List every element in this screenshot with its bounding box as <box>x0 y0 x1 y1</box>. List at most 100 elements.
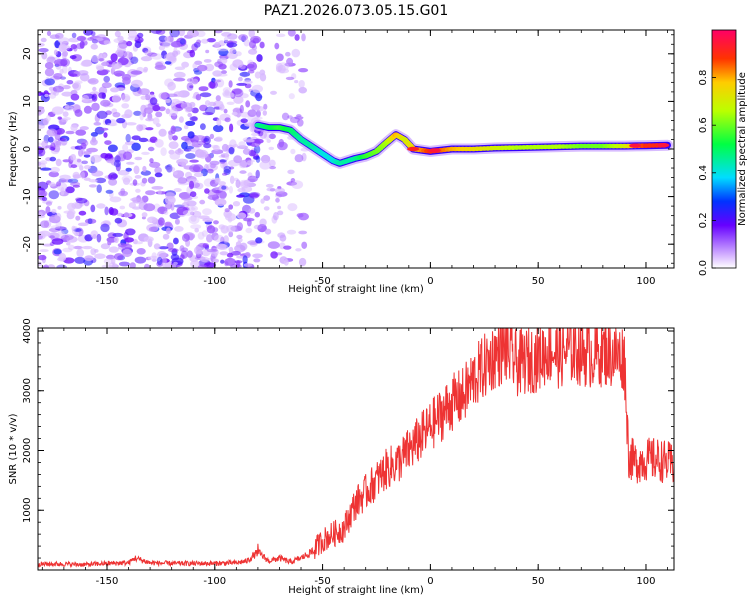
noise-blob <box>48 190 60 200</box>
noise-blob <box>162 233 170 240</box>
noise-blob <box>267 241 280 249</box>
noise-blob <box>197 64 208 72</box>
noise-blob <box>40 190 48 197</box>
noise-blob <box>218 244 228 250</box>
noise-blob <box>259 73 267 82</box>
noise-blob <box>177 177 188 184</box>
noise-blob <box>133 110 142 116</box>
noise-blob <box>67 244 75 251</box>
noise-blob <box>185 153 196 159</box>
noise-blob <box>151 53 163 60</box>
x-tick-label: -100 <box>203 576 226 587</box>
noise-blob <box>165 93 178 98</box>
spectrogram-ridge-layer <box>252 119 673 169</box>
noise-blob <box>251 132 259 137</box>
noise-blob <box>167 248 179 253</box>
noise-blob <box>115 49 124 58</box>
noise-blob <box>236 212 247 220</box>
noise-blob <box>193 70 203 75</box>
noise-blob <box>90 31 96 37</box>
noise-blob <box>75 129 87 136</box>
noise-blob <box>229 175 235 184</box>
y-tick-label: 0 <box>22 146 33 152</box>
noise-blob <box>196 39 202 45</box>
noise-blob <box>115 87 126 92</box>
noise-blob <box>168 131 173 141</box>
noise-blob <box>157 189 162 195</box>
noise-blob <box>44 93 49 98</box>
noise-blob <box>214 42 221 48</box>
noise-blob <box>286 57 294 66</box>
noise-blob <box>216 48 229 52</box>
noise-blob <box>129 262 136 268</box>
noise-blob <box>141 212 148 218</box>
noise-blob <box>65 186 75 194</box>
ridge-peak <box>657 143 670 148</box>
noise-blob <box>66 202 76 211</box>
noise-blob <box>172 135 178 141</box>
x-tick-label: -100 <box>203 276 226 287</box>
noise-blob <box>130 70 143 75</box>
noise-blob <box>186 250 193 258</box>
noise-blob <box>190 211 195 216</box>
noise-blob <box>191 205 198 212</box>
noise-blob <box>38 142 43 146</box>
noise-blob <box>134 175 142 179</box>
noise-blob <box>67 178 79 184</box>
noise-blob <box>69 73 78 77</box>
noise-blob <box>253 224 262 230</box>
noise-blob <box>136 124 144 132</box>
noise-blob <box>111 62 117 71</box>
noise-blob <box>233 95 244 104</box>
noise-blob <box>217 181 226 186</box>
noise-blob <box>301 241 308 249</box>
noise-blob <box>134 40 142 49</box>
noise-blob <box>285 51 291 57</box>
noise-blob <box>187 131 195 139</box>
noise-blob <box>101 82 112 89</box>
y-tick-label: 2000 <box>22 438 33 463</box>
noise-blob <box>80 171 85 179</box>
noise-blob <box>90 43 99 50</box>
noise-blob <box>219 159 227 163</box>
noise-blob <box>100 243 110 250</box>
noise-blob <box>174 149 184 155</box>
noise-blob <box>294 34 300 41</box>
noise-blob <box>245 100 251 108</box>
noise-blob <box>276 53 284 62</box>
noise-blob <box>173 261 178 266</box>
noise-blob <box>84 255 94 262</box>
noise-blob <box>243 139 255 143</box>
noise-blob <box>195 94 202 101</box>
noise-blob <box>301 33 306 42</box>
noise-blob <box>290 148 296 155</box>
noise-blob <box>253 138 264 144</box>
noise-blob <box>137 32 144 38</box>
noise-blob <box>194 227 199 233</box>
x-tick-label: -50 <box>314 276 330 287</box>
noise-blob <box>108 246 119 253</box>
noise-blob <box>72 184 80 188</box>
noise-blob <box>236 194 245 198</box>
noise-blob <box>91 39 99 44</box>
noise-blob <box>242 148 251 155</box>
noise-blob <box>209 80 216 89</box>
noise-blob <box>96 34 106 39</box>
noise-blob <box>214 177 220 184</box>
y-tick-label: 20 <box>22 47 33 60</box>
snr-line-layer <box>38 328 674 569</box>
noise-blob <box>173 71 186 78</box>
noise-blob <box>72 174 82 179</box>
noise-blob <box>178 116 184 123</box>
noise-blob <box>73 245 82 250</box>
noise-blob <box>79 126 89 131</box>
noise-blob <box>158 92 168 100</box>
noise-blob <box>275 197 280 203</box>
noise-blob <box>214 30 223 34</box>
noise-blob <box>79 165 84 171</box>
noise-blob <box>254 116 263 120</box>
noise-blob <box>56 231 66 239</box>
noise-blob <box>188 180 195 190</box>
noise-blob <box>235 241 242 248</box>
noise-blob <box>109 208 119 216</box>
